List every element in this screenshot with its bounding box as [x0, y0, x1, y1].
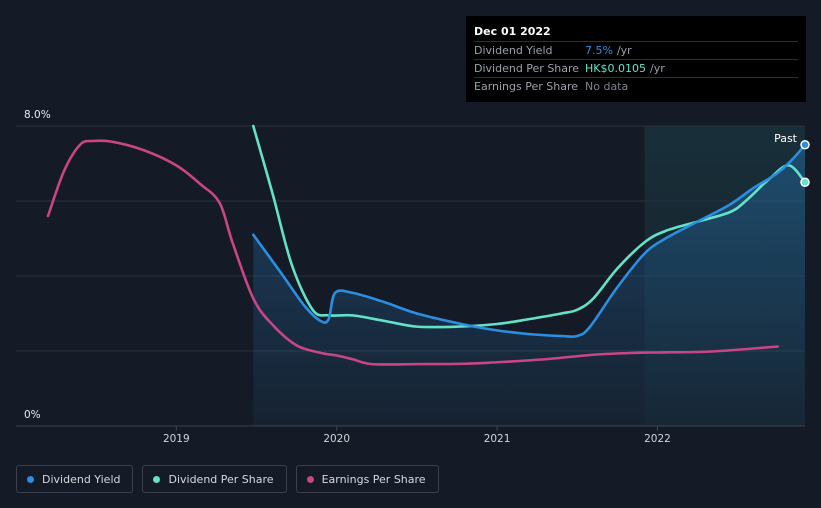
tooltip: Dec 01 2022 Dividend Yield 7.5% /yr Divi…	[466, 16, 806, 102]
end-markers	[800, 140, 810, 187]
eps-line	[46, 139, 780, 366]
legend-item-dividend-yield[interactable]: Dividend Yield	[16, 465, 134, 493]
y-axis-min-label: 0%	[24, 409, 41, 421]
x-tick-label: 2019	[163, 433, 190, 445]
tooltip-unit: /yr	[649, 62, 665, 75]
yield-end-marker	[800, 140, 810, 150]
x-axis-ticks: 2019 2020 2021 2022	[163, 426, 671, 445]
yield-area	[253, 144, 805, 426]
tooltip-row-dividend-per-share: Dividend Per Share HK$0.0105 /yr	[474, 59, 798, 77]
earnings-per-share-dot-icon	[306, 475, 314, 483]
dps-line	[251, 124, 807, 329]
tooltip-label: Dividend Per Share	[474, 62, 580, 75]
past-label: Past	[774, 132, 798, 145]
tooltip-row-earnings-per-share: Earnings Per Share No data	[474, 77, 798, 95]
legend-label: Dividend Yield	[42, 472, 121, 486]
tooltip-value: HK$0.0105	[585, 62, 646, 75]
tooltip-value: No data	[585, 80, 629, 93]
x-tick-label: 2021	[484, 433, 511, 445]
tooltip-value: 7.5%	[585, 44, 613, 57]
legend-label: Dividend Per Share	[168, 472, 274, 486]
y-axis-max-label: 8.0%	[24, 109, 51, 121]
x-tick-label: 2022	[644, 433, 671, 445]
legend-label: Earnings Per Share	[321, 472, 426, 486]
x-tick-label: 2020	[323, 433, 350, 445]
tooltip-label: Earnings Per Share	[474, 80, 579, 93]
series-layer	[46, 124, 807, 426]
legend-item-dividend-per-share[interactable]: Dividend Per Share	[142, 465, 287, 493]
dividend-yield-dot-icon	[27, 475, 34, 483]
tooltip-row-dividend-yield: Dividend Yield 7.5% /yr	[474, 41, 798, 59]
dividend-per-share-dot-icon	[153, 475, 161, 483]
yield-line	[251, 143, 807, 339]
dps-end-marker	[800, 177, 810, 187]
tooltip-date: Dec 01 2022	[474, 25, 551, 38]
tooltip-unit: /yr	[616, 44, 632, 57]
legend-item-earnings-per-share[interactable]: Earnings Per Share	[295, 465, 439, 493]
tooltip-label: Dividend Yield	[474, 44, 553, 57]
legend: Dividend Yield Dividend Per Share Earnin…	[16, 465, 439, 493]
